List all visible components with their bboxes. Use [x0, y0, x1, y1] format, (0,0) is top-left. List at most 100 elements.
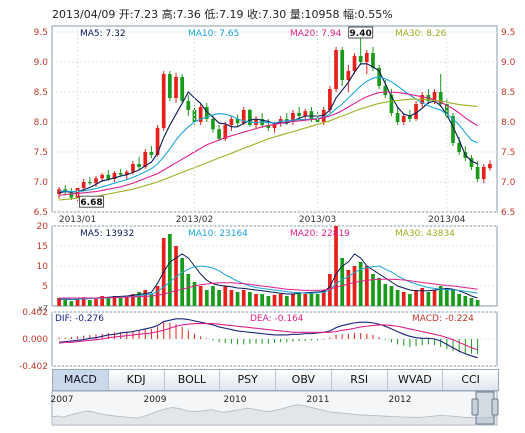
- volume-bar-up: [291, 294, 295, 306]
- volume-bar-up: [352, 266, 357, 306]
- volume-bar-down: [383, 284, 388, 306]
- tab-kdj[interactable]: KDJ: [109, 370, 165, 390]
- candle-down: [217, 129, 221, 139]
- price-tick-label-left: 9.0: [34, 58, 49, 68]
- volume-bar-up: [229, 290, 234, 306]
- price-legend-ma10: MA10: 7.65: [188, 29, 239, 39]
- candle-down: [340, 50, 345, 80]
- volume-bar-up: [321, 290, 326, 306]
- candle-down: [168, 74, 172, 98]
- volume-bar-down: [63, 300, 68, 306]
- candle-up: [346, 71, 351, 80]
- candle-up: [112, 173, 117, 179]
- tab-wvad[interactable]: WVAD: [388, 370, 444, 390]
- candle-down: [186, 101, 191, 110]
- volume-bar-up: [241, 290, 246, 306]
- overview-year-label: 2011: [307, 395, 330, 405]
- volume-bar-up: [143, 290, 148, 306]
- tab-rsi[interactable]: RSI: [332, 370, 388, 390]
- price-tick-label-left: 6.5: [34, 208, 48, 218]
- candle-up: [414, 104, 418, 119]
- candle-down: [389, 95, 394, 113]
- indicator-tabs: MACD KDJ BOLL PSY OBV RSI WVAD CCI: [52, 369, 499, 391]
- candle-down: [297, 113, 301, 116]
- price-tick-label-left: 8.5: [34, 88, 48, 98]
- volume-bar-down: [137, 292, 141, 306]
- volume-bar-down: [475, 300, 480, 306]
- volume-bar-down: [260, 294, 265, 306]
- volume-bar-up: [278, 294, 283, 306]
- ma5-line: [58, 63, 478, 194]
- price-legend-ma5: MA5: 7.32: [80, 29, 126, 39]
- candle-up: [229, 119, 234, 125]
- price-panel-frame: [51, 25, 498, 213]
- volume-legend-ma10: MA10: 23164: [188, 229, 248, 239]
- candle-down: [137, 164, 141, 167]
- volume-bar-up: [334, 226, 338, 306]
- candle-down: [266, 125, 271, 128]
- candle-down: [395, 113, 400, 122]
- change-value: 0.55%: [357, 8, 393, 21]
- volume-bar-up: [303, 294, 308, 306]
- tab-cci[interactable]: CCI: [461, 373, 480, 386]
- price-legend-ma30: MA30: 8.26: [395, 29, 447, 39]
- tab-macd[interactable]: MACD: [53, 370, 109, 390]
- overview-year-label: 2009: [144, 395, 167, 405]
- candle-up: [198, 107, 203, 122]
- candle-up: [488, 164, 492, 169]
- price-tick-label-right: 8.0: [501, 118, 516, 128]
- candle-up: [432, 92, 437, 101]
- volume-bar-up: [364, 266, 369, 306]
- candle-down: [475, 167, 480, 179]
- volume-bar-down: [340, 258, 345, 306]
- price-x-tick-label: 2013/01: [59, 215, 96, 225]
- ma30-line: [59, 98, 478, 201]
- volume-bar-up: [81, 297, 86, 306]
- price-tick-label-left: 7.5: [34, 148, 48, 158]
- price-tick-label-right: 8.5: [501, 88, 515, 98]
- volume-value: 10958: [304, 8, 340, 21]
- candle-down: [451, 116, 455, 143]
- macd-legend-dif: DIF: -0.276: [55, 314, 104, 324]
- overview-year-label: 2010: [224, 395, 247, 405]
- price-tick-label-left: 8.0: [34, 118, 49, 128]
- candle-up: [161, 74, 166, 128]
- overview-area: [51, 404, 498, 426]
- volume-bar-up: [75, 298, 80, 306]
- volume-bar-up: [155, 286, 160, 306]
- volume-bar-down: [192, 282, 197, 306]
- tab-boll[interactable]: BOLL: [165, 370, 221, 390]
- candle-down: [69, 192, 74, 198]
- volume-bar-down: [186, 274, 191, 306]
- candle-down: [315, 119, 320, 122]
- open-label: 开:: [118, 8, 134, 21]
- volume-bar-up: [346, 270, 351, 306]
- price-tick-label-right: 7.0: [501, 178, 516, 188]
- price-annotation: 6.68: [80, 198, 102, 208]
- volume-tick-label: 5: [42, 282, 48, 292]
- candle-down: [106, 174, 111, 179]
- volume-bar-up: [420, 288, 425, 306]
- price-tick-label-right: 7.5: [501, 148, 515, 158]
- change-label: 幅:: [343, 8, 358, 21]
- tab-obv[interactable]: OBV: [276, 370, 332, 390]
- macd-legend-dea: DEA: -0.164: [250, 314, 304, 324]
- candle-up: [81, 182, 86, 188]
- volume-bar-up: [198, 286, 203, 306]
- quote-header: 2013/04/09 开:7.23 高:7.36 低:7.19 收:7.30 量…: [52, 6, 393, 22]
- low-value: 7.19: [219, 8, 244, 21]
- volume-ma5-line: [59, 253, 478, 301]
- price-x-tick-label: 2013/03: [299, 215, 336, 225]
- price-x-tick-label: 2013/04: [428, 215, 466, 225]
- candle-down: [149, 152, 154, 155]
- candle-up: [291, 113, 295, 122]
- volume-bar-down: [315, 294, 320, 306]
- volume-bar-up: [57, 298, 61, 306]
- candle-down: [211, 119, 215, 130]
- high-value: 7.36: [176, 8, 201, 21]
- tab-psy[interactable]: PSY: [220, 370, 276, 390]
- volume-bar-down: [438, 286, 443, 306]
- volume-bar-down: [118, 298, 123, 306]
- macd-tick-label: 0.000: [22, 335, 48, 345]
